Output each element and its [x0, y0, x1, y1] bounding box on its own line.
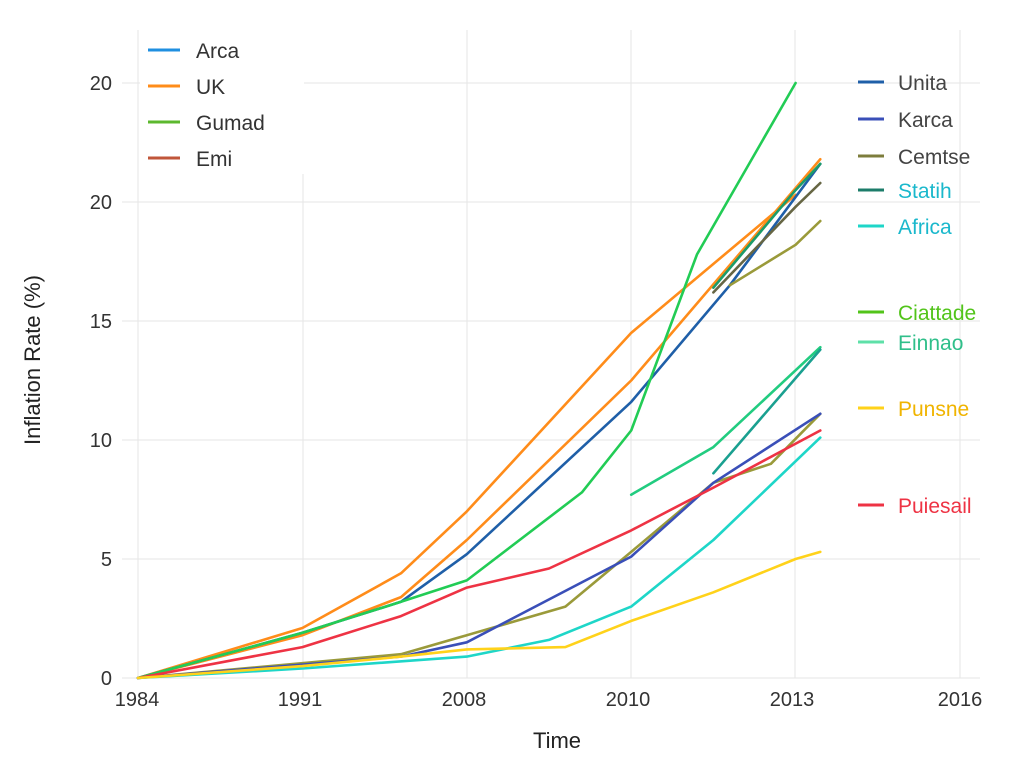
- x-axis-ticks: 1984 1991 2008 2010 2013 2016: [115, 689, 983, 711]
- y-tick-label: 20: [90, 73, 112, 95]
- legend-label: Ciattade: [898, 302, 976, 325]
- x-tick-label: 2013: [770, 689, 815, 711]
- legend-label: Karca: [898, 109, 953, 132]
- series-line-uk-2: [136, 157, 822, 680]
- legend-label: UK: [196, 76, 225, 99]
- series-line-karca: [136, 412, 822, 680]
- y-tick-label: 0: [101, 668, 112, 690]
- series-line-cemtse: [712, 181, 822, 294]
- x-axis-label: Time: [533, 728, 581, 753]
- series-line-uk: [136, 193, 797, 680]
- y-tick-label: 20: [90, 192, 112, 214]
- series-line-africa: [136, 436, 822, 680]
- series-line-einnao: [629, 345, 822, 496]
- legend-label: Puiesail: [898, 495, 972, 518]
- series-line-cemtse-2: [728, 219, 822, 287]
- x-tick-label: 1984: [115, 689, 160, 711]
- y-tick-label: 10: [90, 430, 112, 452]
- x-tick-label: 2010: [606, 689, 651, 711]
- legend-label: Unita: [898, 72, 947, 95]
- legend-label: Statih: [898, 180, 952, 203]
- series-line-gumad: [136, 81, 797, 680]
- series-line-ciattade: [136, 412, 822, 680]
- y-tick-label: 5: [101, 549, 112, 571]
- x-tick-label: 2008: [442, 689, 487, 711]
- legend-label: Gumad: [196, 112, 265, 135]
- y-axis-ticks: 0 5 10 15 20 20: [90, 73, 112, 690]
- x-tick-label: 2016: [938, 689, 983, 711]
- series-line-punsne: [136, 550, 822, 680]
- legend-label: Cemtse: [898, 146, 970, 169]
- legend-label: Einnao: [898, 332, 963, 355]
- legend-label: Arca: [196, 40, 240, 63]
- legend-label: Punsne: [898, 398, 969, 421]
- y-tick-label: 15: [90, 311, 112, 333]
- series-line-statih: [712, 162, 822, 289]
- legend-left: Arca UK Gumad Emi: [140, 28, 304, 174]
- series-line-unita: [136, 162, 822, 680]
- legend-right: Unita Karca Cemtse Statih Africa Ciattade Einn…: [858, 72, 976, 518]
- legend-left-box: [140, 28, 304, 174]
- x-tick-label: 1991: [278, 689, 323, 711]
- legend-label: Africa: [898, 216, 952, 239]
- legend-label: Emi: [196, 148, 232, 171]
- y-axis-label: Inflation Rate (%): [20, 275, 45, 445]
- series-lines: [136, 81, 822, 680]
- series-line-puiesail: [136, 429, 822, 680]
- series-line-statih-2: [712, 348, 822, 475]
